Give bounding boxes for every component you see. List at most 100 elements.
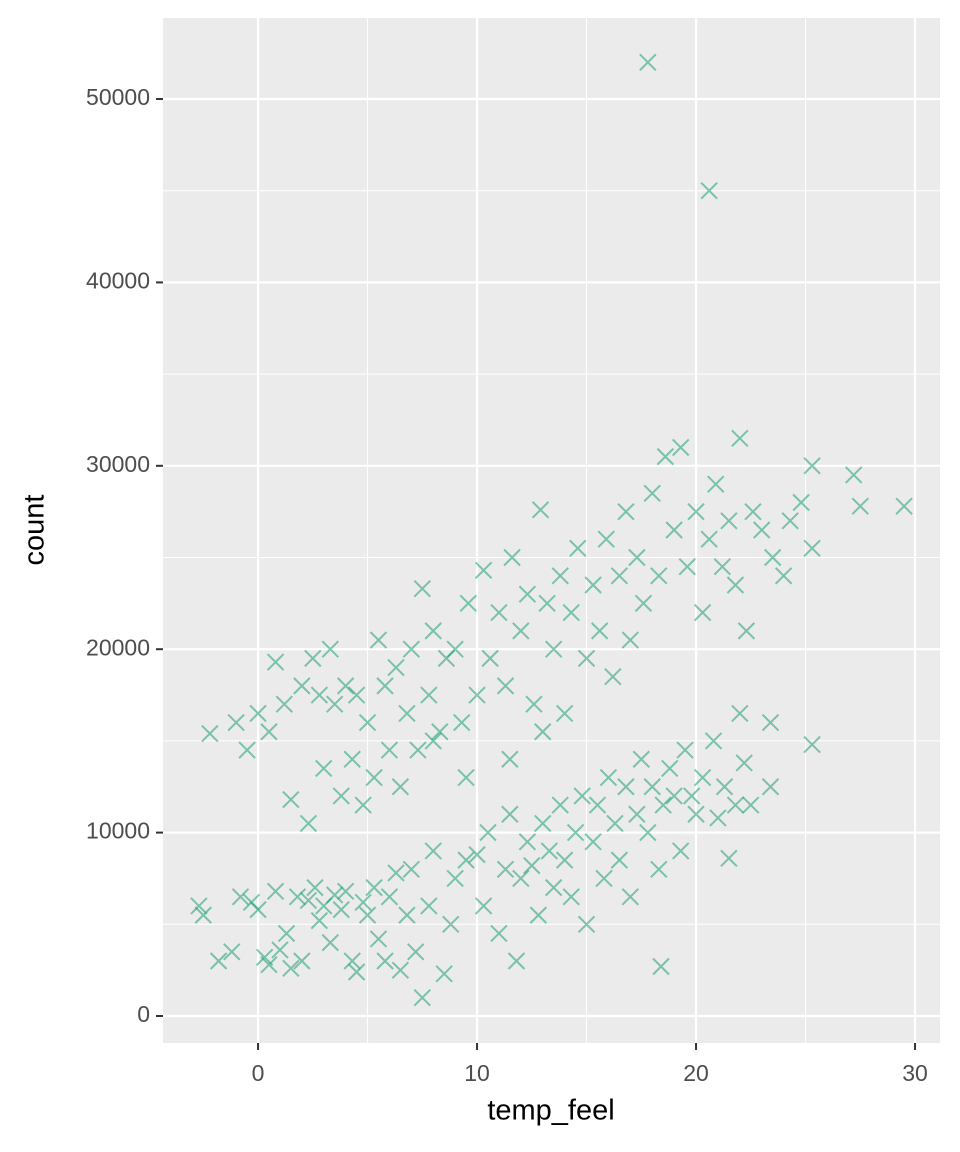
point <box>512 622 530 640</box>
point <box>402 860 421 878</box>
point <box>496 860 515 878</box>
point <box>223 943 241 961</box>
point <box>299 891 318 910</box>
point <box>354 893 372 912</box>
point <box>336 677 355 695</box>
point <box>606 814 624 833</box>
point <box>709 809 727 827</box>
point <box>332 900 350 919</box>
point <box>634 594 653 613</box>
point <box>238 741 256 759</box>
x-tick-label: 10 <box>464 1060 490 1086</box>
point <box>201 724 219 743</box>
point <box>845 466 863 484</box>
point <box>496 677 515 695</box>
point <box>347 686 366 704</box>
point <box>315 759 333 778</box>
point <box>468 686 486 704</box>
point <box>459 594 477 613</box>
x-tick-label: 30 <box>902 1060 928 1086</box>
point <box>293 952 311 970</box>
point <box>731 429 749 448</box>
point <box>737 622 756 640</box>
point <box>529 906 548 924</box>
point <box>266 882 285 900</box>
point <box>720 512 738 530</box>
point <box>584 576 602 594</box>
point <box>343 952 361 970</box>
point <box>650 567 668 585</box>
point <box>617 778 635 796</box>
point <box>380 888 399 906</box>
point <box>761 778 780 796</box>
point <box>665 787 683 805</box>
point <box>643 484 661 503</box>
point <box>501 805 519 823</box>
point <box>369 631 388 649</box>
point <box>742 796 760 814</box>
point <box>343 750 361 768</box>
point <box>687 502 705 521</box>
point <box>588 796 607 814</box>
x-tick-label: 20 <box>683 1060 709 1086</box>
point <box>761 713 780 732</box>
point <box>566 823 585 842</box>
point <box>597 530 615 548</box>
point <box>652 957 670 976</box>
point <box>391 961 410 979</box>
point <box>726 796 745 814</box>
point <box>693 603 712 622</box>
point <box>321 933 340 952</box>
point <box>446 640 464 658</box>
point <box>803 735 821 754</box>
point <box>650 860 668 878</box>
point <box>621 631 640 649</box>
point <box>310 911 329 930</box>
point <box>325 886 344 904</box>
point <box>713 557 732 576</box>
point <box>336 882 355 900</box>
y-tick-label: 10000 <box>86 818 150 844</box>
point <box>479 823 497 842</box>
point <box>803 457 821 475</box>
point <box>792 493 810 512</box>
y-tick-label: 50000 <box>86 84 150 110</box>
point <box>457 768 475 787</box>
point <box>420 897 438 915</box>
point <box>190 897 208 915</box>
y-tick-label: 30000 <box>86 451 150 477</box>
point <box>391 778 410 796</box>
point <box>358 906 377 924</box>
point <box>435 965 453 983</box>
point <box>781 512 799 530</box>
point <box>507 952 526 970</box>
point <box>409 741 427 759</box>
point <box>398 704 416 723</box>
point <box>413 579 431 598</box>
y-axis-label: count <box>19 495 51 566</box>
point <box>304 649 322 668</box>
point <box>676 741 694 759</box>
point <box>424 732 442 750</box>
point <box>306 878 324 897</box>
point <box>523 856 541 875</box>
point <box>282 959 300 978</box>
point <box>420 686 438 704</box>
point <box>678 557 696 576</box>
point <box>610 851 629 869</box>
point <box>604 668 622 686</box>
point <box>590 622 609 640</box>
point <box>715 778 734 796</box>
point <box>347 963 366 981</box>
point <box>639 53 657 72</box>
point <box>726 576 745 594</box>
point <box>577 649 596 668</box>
point <box>249 900 267 919</box>
point <box>551 796 569 814</box>
point <box>231 888 250 906</box>
point <box>209 952 228 970</box>
point <box>704 732 723 750</box>
point <box>369 930 388 948</box>
point <box>325 695 344 713</box>
